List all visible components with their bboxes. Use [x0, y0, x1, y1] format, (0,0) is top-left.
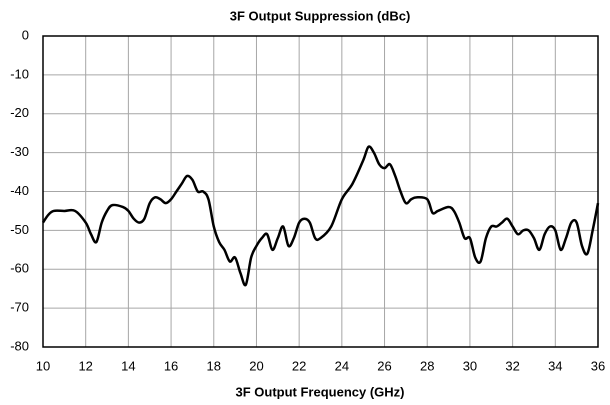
data-line	[41, 145, 600, 287]
y-tick-label: -70	[10, 300, 29, 315]
x-tick-label: 18	[207, 358, 221, 373]
x-tick-label: 24	[335, 358, 349, 373]
chart-title: 3F Output Suppression (dBc)	[230, 8, 411, 23]
x-tick-label: 32	[505, 358, 519, 373]
x-tick-label: 22	[292, 358, 306, 373]
y-tick-label: 0	[22, 27, 29, 42]
x-tick-label: 36	[591, 358, 605, 373]
x-axis-label: 3F Output Frequency (GHz)	[236, 384, 405, 399]
x-tick-label: 20	[249, 358, 263, 373]
x-tick-label: 14	[121, 358, 135, 373]
plot-border	[42, 35, 599, 348]
x-tick-label: 16	[164, 358, 178, 373]
y-tick-label: -60	[10, 261, 29, 276]
x-tick-label: 30	[463, 358, 477, 373]
y-tick-label: -30	[10, 144, 29, 159]
x-tick-label: 34	[548, 358, 562, 373]
y-tick-label: -80	[10, 338, 29, 353]
y-tick-label: -10	[10, 66, 29, 81]
x-tick-label: 26	[377, 358, 391, 373]
x-tick-label: 10	[36, 358, 50, 373]
x-tick-label: 28	[420, 358, 434, 373]
y-tick-label: -50	[10, 222, 29, 237]
x-tick-label: 12	[78, 358, 92, 373]
y-tick-label: -40	[10, 183, 29, 198]
y-tick-label: -20	[10, 105, 29, 120]
